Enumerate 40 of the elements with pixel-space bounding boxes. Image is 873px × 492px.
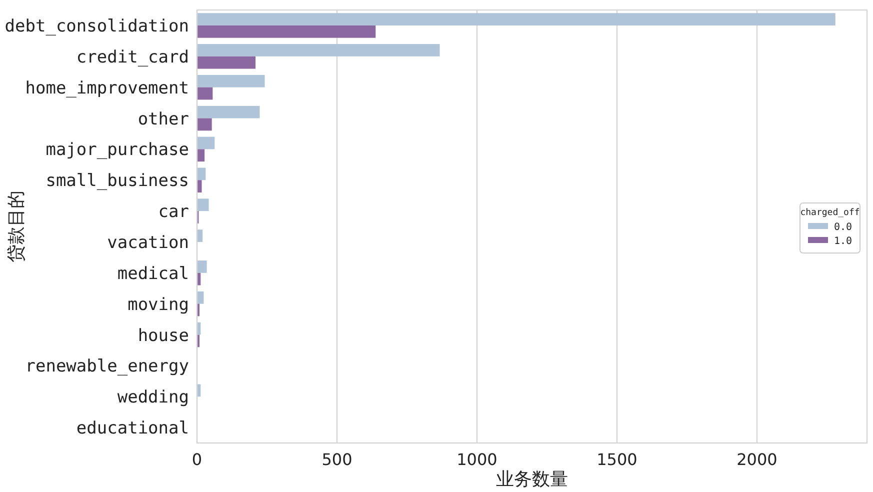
legend-label: 0.0 bbox=[834, 222, 852, 233]
y-tick-label: renewable_energy bbox=[25, 356, 189, 377]
y-tick-label: credit_card bbox=[76, 47, 189, 68]
legend-title: charged_off bbox=[800, 208, 860, 218]
y-tick-label: small_business bbox=[46, 171, 189, 192]
bar bbox=[197, 149, 205, 162]
bar bbox=[197, 56, 256, 69]
x-tick-label: 500 bbox=[322, 450, 352, 469]
x-tick-label: 2000 bbox=[736, 450, 778, 469]
y-tick-label: house bbox=[138, 326, 189, 346]
y-axis-title: 贷款目的 bbox=[6, 190, 27, 262]
y-tick-label: home_improvement bbox=[25, 78, 189, 98]
bar bbox=[197, 44, 440, 56]
bar bbox=[197, 291, 204, 304]
bar bbox=[197, 118, 212, 131]
y-tick-label: major_purchase bbox=[46, 140, 189, 160]
y-tick-label: car bbox=[158, 202, 189, 222]
y-tick-label: educational bbox=[76, 418, 189, 439]
legend-label: 1.0 bbox=[834, 236, 852, 247]
bar bbox=[197, 74, 265, 88]
x-tick-label: 1000 bbox=[456, 450, 498, 469]
bar bbox=[197, 87, 213, 100]
y-tick-label: moving bbox=[128, 294, 189, 315]
x-tick-label: 1500 bbox=[596, 450, 638, 469]
y-tick-label: medical bbox=[117, 264, 189, 284]
y-tick-label: vacation bbox=[107, 232, 189, 253]
y-tick-label: wedding bbox=[117, 388, 189, 408]
x-axis-title: 业务数量 bbox=[496, 469, 568, 490]
bar bbox=[197, 230, 203, 242]
bar bbox=[197, 25, 376, 38]
bar bbox=[197, 180, 202, 192]
bar bbox=[197, 260, 207, 273]
x-tick-label: 0 bbox=[192, 450, 202, 469]
bar bbox=[197, 168, 206, 180]
bar bbox=[197, 106, 260, 118]
bar bbox=[197, 13, 836, 26]
y-tick-label: debt_consolidation bbox=[4, 16, 189, 36]
y-tick-label: other bbox=[138, 109, 189, 130]
bar bbox=[197, 136, 215, 150]
bar bbox=[197, 198, 209, 212]
